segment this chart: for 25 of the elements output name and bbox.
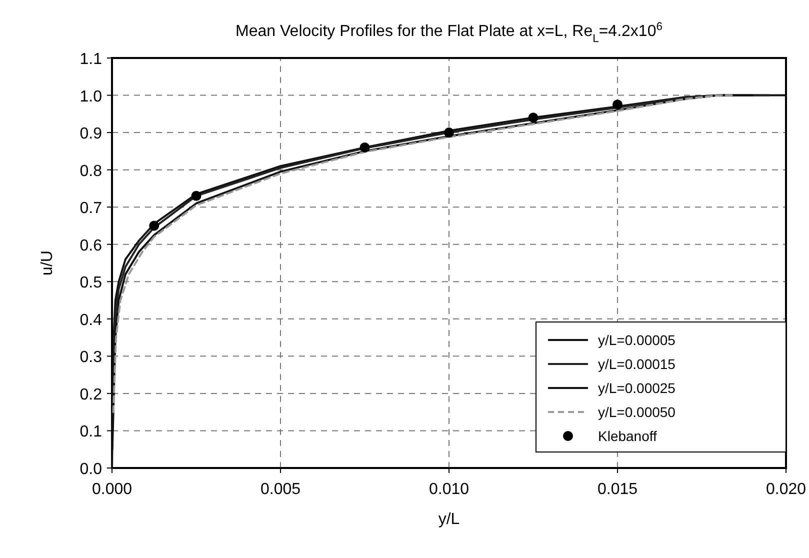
legend-label: Klebanoff [598, 428, 658, 444]
y-axis-title: u/U [39, 250, 56, 276]
legend-label: y/L=0.00005 [598, 332, 676, 348]
x-tick-label: 0.015 [597, 481, 638, 498]
x-tick-label: 0.000 [92, 481, 132, 498]
x-tick-label: 0.010 [428, 481, 470, 498]
y-tick-label: 0.6 [80, 237, 102, 254]
legend-label: y/L=0.00025 [598, 380, 676, 396]
legend-label: y/L=0.00050 [598, 404, 676, 420]
y-tick-label: 0.4 [80, 312, 102, 329]
y-tick-label: 0.7 [80, 200, 102, 218]
x-tick-label: 0.020 [766, 481, 806, 498]
chart-title: Mean Velocity Profiles for the Flat Plate at x=L, Re$_{L}$=4.2x10$^{6}$ [236, 21, 662, 45]
y-tick-label: 0.8 [80, 162, 102, 180]
y-tick-label: 1.1 [80, 51, 102, 68]
y-tick-label: 0.5 [80, 274, 102, 292]
x-tick-label: 0.005 [260, 481, 301, 498]
y-tick-label: 0.9 [80, 126, 102, 143]
y-tick-label: 0.2 [80, 386, 102, 404]
y-tick-label: 1.0 [80, 88, 102, 106]
legend-label: y/L=0.00015 [598, 356, 676, 372]
y-tick-label: 0.3 [80, 349, 102, 366]
y-tick-label: 0.1 [80, 424, 102, 441]
x-axis-title: y/L [438, 511, 460, 528]
y-tick-label: 0.0 [80, 461, 102, 478]
